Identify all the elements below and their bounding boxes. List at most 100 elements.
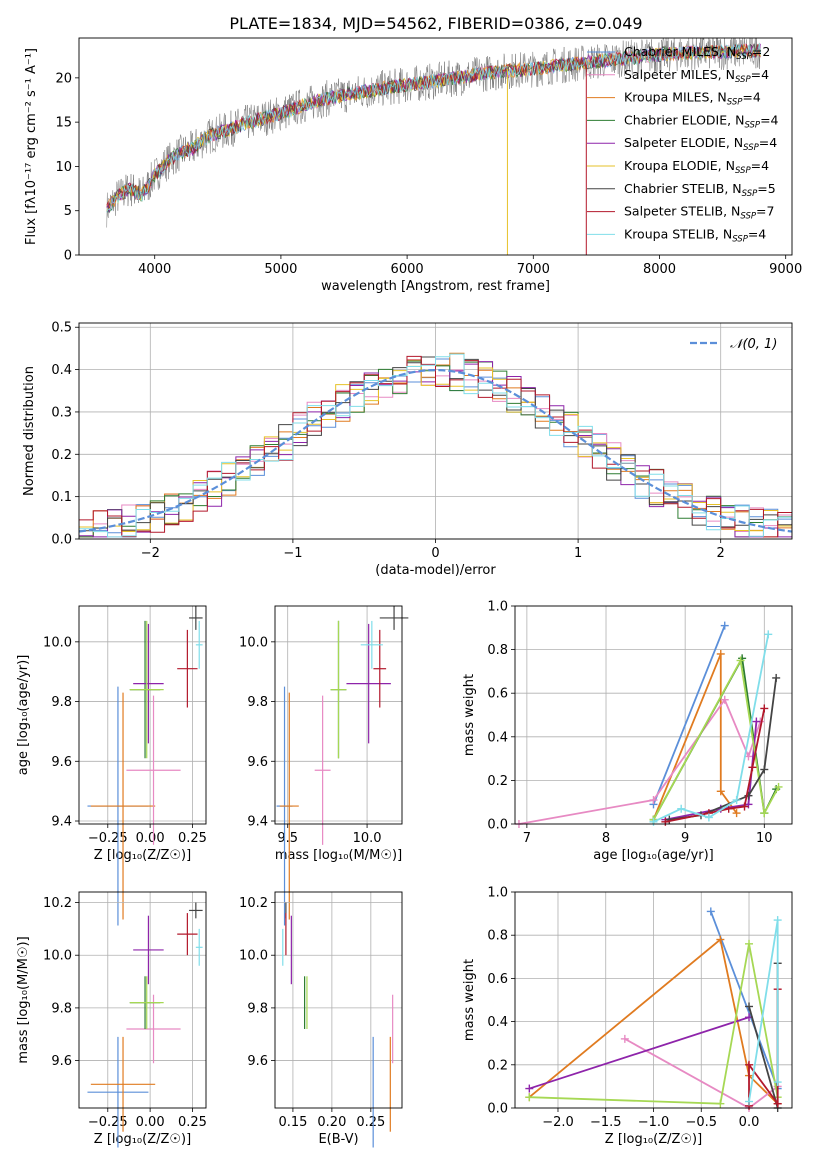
y-tick-label: 9.8 [247, 695, 268, 710]
y-axis-label: Normed distribution [22, 366, 37, 496]
x-tick-label: 5000 [264, 262, 297, 277]
y-tick-label: 0.8 [487, 643, 508, 658]
legend-label: Salpeter ELODIE, NSSP=4 [624, 135, 777, 153]
x-tick-label: −1.5 [590, 1115, 622, 1130]
y-tick-label: 10.0 [43, 635, 72, 650]
x-tick-label: 0.25 [178, 831, 207, 846]
y-tick-label: 0.6 [487, 972, 508, 987]
histogram-step [79, 353, 792, 539]
panel-age_vs_Z: −0.25 0.00 0.25 9.4 9.6 9.8 10.0 Z [log₁₀(Z/Z☉)… [16, 605, 207, 926]
y-tick-label: 0.8 [487, 929, 508, 944]
histogram-step [79, 352, 792, 539]
legend-label: Salpeter STELIB, NSSP=7 [624, 204, 774, 222]
y-tick-label: 15 [55, 116, 72, 131]
y-tick-label: 9.4 [51, 815, 72, 830]
x-tick-label: 4000 [138, 262, 171, 277]
x-tick-label: 9000 [769, 262, 802, 277]
y-axis-label: Flux [fλ10⁻¹⁷ erg cm⁻² s⁻¹ A⁻¹] [24, 48, 39, 245]
legend-label: Kroupa ELODIE, NSSP=4 [624, 158, 769, 176]
y-tick-label: 20 [55, 71, 72, 86]
x-tick-label: −1 [283, 546, 302, 561]
x-tick-label: 0.25 [356, 1115, 385, 1130]
axes-frame [274, 605, 403, 825]
x-axis-label: age [log₁₀(age/yr)] [593, 848, 714, 863]
y-axis-label: mass weight [462, 674, 477, 756]
y-tick-label: 10.2 [43, 896, 72, 911]
y-tick-label: 9.4 [247, 815, 268, 830]
y-tick-label: 1.0 [487, 600, 508, 615]
x-tick-label: −0.25 [88, 1115, 128, 1130]
panel-age_vs_mass: 9.5 10.0 9.4 9.6 9.8 10.0 mass [log₁₀(M/M☉)] [239, 605, 409, 926]
spectrum-lines [106, 38, 761, 255]
y-tick-label: 0.1 [51, 490, 72, 505]
x-axis-label: Z [log₁₀(Z/Z☉)] [605, 1132, 702, 1147]
x-tick-label: 0 [431, 546, 439, 561]
y-tick-label: 0.6 [487, 687, 508, 702]
y-tick-label: 0.5 [51, 321, 72, 336]
weight-line [652, 625, 726, 805]
weight-line [709, 911, 779, 1089]
y-tick-label: 0.4 [51, 363, 72, 378]
legend-label: Kroupa STELIB, NSSP=4 [624, 226, 766, 244]
y-tick-label: 10.0 [43, 949, 72, 964]
y-tick-label: 0.2 [487, 774, 508, 789]
y-tick-label: 0.0 [51, 533, 72, 548]
x-tick-label: 10.0 [353, 831, 382, 846]
normal-curve [79, 368, 792, 533]
x-tick-label: 0.0 [739, 1115, 760, 1130]
axes-frame [78, 605, 207, 825]
y-tick-label: 10.0 [239, 635, 268, 650]
x-tick-label: 8 [602, 831, 610, 846]
x-tick-label: −1.0 [638, 1115, 670, 1130]
x-tick-label: −0.25 [88, 831, 128, 846]
panel-massweight_vs_Z: −2.0 −1.5 −1.0 −0.5 0.0 0.0 0.2 0.4 0.6 0.8 1.0 Z [… [462, 886, 793, 1147]
x-tick-label: 7000 [517, 262, 550, 277]
panel-mass_vs_EBV: 0.15 0.20 0.25 9.6 9.8 10.0 10.2 E(B-V) [239, 891, 403, 1148]
legend-label: Chabrier MILES, NSSP=2 [624, 44, 770, 62]
x-tick-label: 0.00 [136, 1115, 165, 1130]
y-tick-label: 9.8 [247, 1001, 268, 1016]
x-tick-label: 0.00 [136, 831, 165, 846]
x-axis-label: (data-model)/error [375, 563, 496, 578]
x-tick-label: −2 [141, 546, 160, 561]
figure-title: PLATE=1834, MJD=54562, FIBERID=0386, z=0… [229, 14, 642, 33]
y-tick-label: 5 [64, 204, 72, 219]
x-tick-label: 10 [756, 831, 773, 846]
model-spectrum [106, 43, 761, 213]
y-tick-label: 9.8 [51, 1001, 72, 1016]
y-tick-label: 0 [64, 249, 72, 264]
x-axis-label: E(B-V) [318, 1132, 358, 1147]
x-axis-label: Z [log₁₀(Z/Z☉)] [94, 1132, 191, 1147]
y-axis-label: age [log₁₀(age/yr)] [16, 655, 31, 776]
weight-line [529, 943, 779, 1105]
weight-line [528, 937, 779, 1105]
axes-frame [514, 605, 793, 825]
weight-line [652, 653, 738, 820]
y-tick-label: 0.4 [487, 730, 508, 745]
histograms [79, 352, 792, 539]
axes-frame [78, 37, 793, 256]
panel-massweight_vs_age: 7 8 9 10 0.0 0.2 0.4 0.6 0.8 1.0 age [log₁₀(age/yr… [462, 600, 793, 863]
y-axis-label: mass [log₁₀(M/M☉)] [16, 936, 31, 1063]
model-spectrum [106, 43, 761, 213]
weight-line [529, 1016, 750, 1090]
y-tick-label: 0.2 [51, 448, 72, 463]
y-tick-label: 10 [55, 160, 72, 175]
x-tick-label: 6000 [391, 262, 424, 277]
axes-frame [274, 891, 403, 1109]
weight-line [652, 657, 780, 821]
y-tick-label: 10.2 [239, 896, 268, 911]
legend-label: Chabrier STELIB, NSSP=5 [624, 181, 776, 199]
y-tick-label: 1.0 [487, 886, 508, 901]
y-tick-label: 0.0 [487, 1102, 508, 1117]
x-tick-label: −0.5 [685, 1115, 717, 1130]
x-tick-label: 9 [681, 831, 689, 846]
x-tick-label: 0.20 [317, 1115, 346, 1130]
x-axis-label: Z [log₁₀(Z/Z☉)] [94, 848, 191, 863]
x-tick-label: 9.5 [277, 831, 298, 846]
axes-frame [78, 891, 207, 1109]
x-axis-label: wavelength [Angstrom, rest frame] [321, 279, 550, 294]
x-tick-label: 2 [717, 546, 725, 561]
y-tick-label: 9.6 [247, 1054, 268, 1069]
